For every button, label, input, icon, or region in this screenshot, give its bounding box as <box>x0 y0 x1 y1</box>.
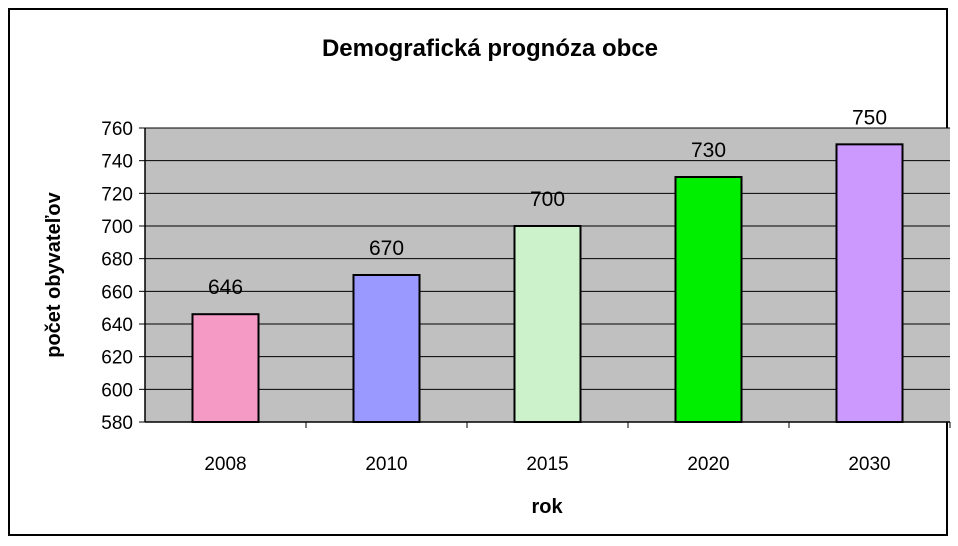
y-axis-label: počet obyvateľov <box>43 191 65 357</box>
data-label-2010: 670 <box>369 237 404 260</box>
bar-2020 <box>674 176 743 423</box>
x-tick-label-2030: 2030 <box>848 454 890 475</box>
y-tick-label: 700 <box>101 217 133 238</box>
y-tick-label: 740 <box>101 152 133 173</box>
y-tick-label: 600 <box>101 380 133 401</box>
x-tick-label-2015: 2015 <box>526 454 568 475</box>
y-tick-label: 720 <box>101 184 133 205</box>
data-label-2008: 646 <box>208 276 243 299</box>
y-tick-label: 620 <box>101 348 133 369</box>
plot-area: 580 600 620 640 660 680 700 720 740 760 646 2008 670… <box>101 106 951 475</box>
bar-2008 <box>191 313 260 424</box>
x-tick-label-2010: 2010 <box>365 454 407 475</box>
data-label-2030: 750 <box>852 106 887 129</box>
y-tick-label: 660 <box>101 282 133 303</box>
y-tick-label: 580 <box>101 413 133 434</box>
bar-2015 <box>513 225 582 423</box>
bar-2010 <box>352 274 421 423</box>
x-axis-label: rok <box>531 496 563 518</box>
x-tick-label-2008: 2008 <box>204 454 246 475</box>
data-label-2020: 730 <box>691 139 726 162</box>
bar-2030 <box>835 143 904 423</box>
x-tick-label-2020: 2020 <box>687 454 729 475</box>
data-label-2015: 700 <box>530 188 565 211</box>
y-tick-label: 640 <box>101 315 133 336</box>
y-tick-label: 680 <box>101 250 133 271</box>
chart-title: Demografická prognóza obce <box>322 35 658 62</box>
y-tick-label: 760 <box>101 119 133 140</box>
